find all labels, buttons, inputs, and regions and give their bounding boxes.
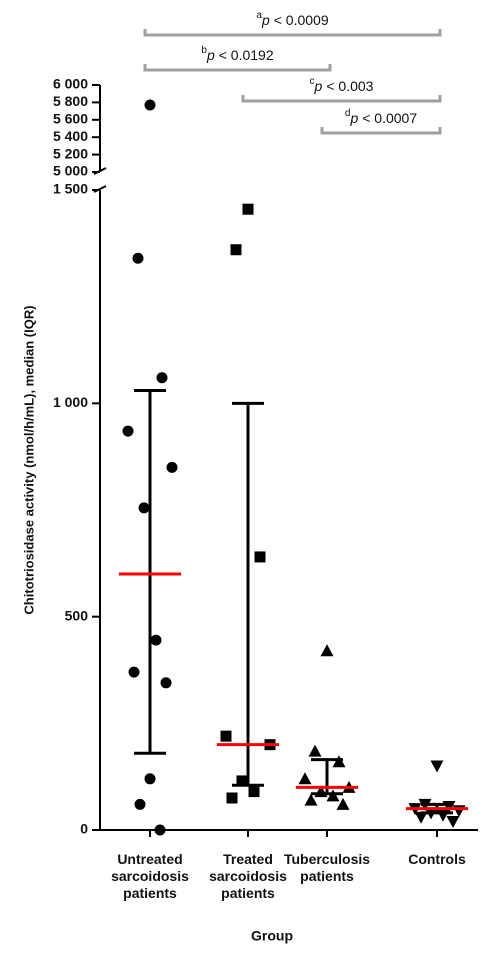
p-value-text: < 0.0007 <box>362 110 417 126</box>
data-point <box>132 252 144 264</box>
data-point <box>452 805 466 818</box>
data-point <box>254 551 266 563</box>
data-point <box>134 798 146 810</box>
data-point <box>304 793 318 806</box>
data-point <box>156 372 168 384</box>
data-point <box>298 772 312 785</box>
data-point <box>414 811 428 824</box>
data-point <box>220 730 232 742</box>
p-value-text: < 0.003 <box>326 78 373 94</box>
data-point <box>314 785 328 798</box>
data-point <box>242 203 254 215</box>
p-value-symbol: p <box>206 47 215 63</box>
data-point <box>160 677 172 689</box>
x-axis-label: Group <box>251 928 293 944</box>
data-point <box>424 807 438 820</box>
y-tick-label: 500 <box>65 607 89 623</box>
y-tick-label: 5 000 <box>53 163 88 179</box>
data-point <box>320 644 334 657</box>
y-tick-label: 5 800 <box>53 93 88 109</box>
data-point <box>336 797 350 810</box>
p-value-symbol: p <box>261 12 270 28</box>
p-value-label: cp < 0.003 <box>310 76 374 94</box>
data-point <box>166 461 178 473</box>
data-point <box>138 502 150 514</box>
data-point <box>128 666 140 678</box>
significance-bracket <box>143 29 442 37</box>
data-point <box>430 760 444 773</box>
significance-bracket <box>320 127 442 135</box>
data-point <box>332 755 346 768</box>
x-tick-label: Untreated sarcoidosis patients <box>111 851 189 901</box>
data-point <box>230 244 242 256</box>
p-value-letter: a <box>256 10 262 21</box>
y-tick-label: 1 000 <box>53 394 88 410</box>
data-point <box>442 801 456 814</box>
data-point <box>144 99 156 111</box>
data-point <box>236 775 248 787</box>
p-value-letter: d <box>345 108 351 119</box>
data-point <box>154 824 166 836</box>
p-value-symbol: p <box>314 78 323 94</box>
p-value-letter: c <box>310 76 315 87</box>
y-tick-label: 6 000 <box>53 76 88 92</box>
p-value-label: ap < 0.0009 <box>256 10 328 28</box>
p-value-text: < 0.0192 <box>219 47 274 63</box>
p-value-label: dp < 0.0007 <box>345 108 417 126</box>
data-point <box>150 634 162 646</box>
data-point <box>308 744 322 757</box>
x-tick-label: Treated sarcoidosis patients <box>209 851 287 901</box>
p-value-text: < 0.0009 <box>274 12 329 28</box>
data-point <box>418 798 432 811</box>
significance-bracket <box>143 64 332 72</box>
data-point <box>326 789 340 802</box>
y-tick-label: 5 400 <box>53 128 88 144</box>
data-point <box>248 786 260 798</box>
significance-bracket <box>241 95 442 103</box>
data-point <box>226 792 238 804</box>
p-value-letter: b <box>201 45 207 56</box>
data-point <box>446 815 460 828</box>
data-point <box>436 809 450 822</box>
x-tick-label: Tuberculosis patients <box>284 851 370 884</box>
y-tick-label: 5 200 <box>53 145 88 161</box>
data-point <box>144 773 156 785</box>
y-tick-label: 1 500 <box>53 181 88 197</box>
p-value-symbol: p <box>349 110 358 126</box>
p-value-label: bp < 0.0192 <box>201 45 273 63</box>
x-tick-label: Controls <box>408 851 466 867</box>
y-tick-label: 5 600 <box>53 111 88 127</box>
data-point <box>122 425 134 437</box>
y-axis-label: Chitotriosidase activity (nmol/h/mL), me… <box>21 305 36 614</box>
y-tick-label: 0 <box>80 821 88 837</box>
